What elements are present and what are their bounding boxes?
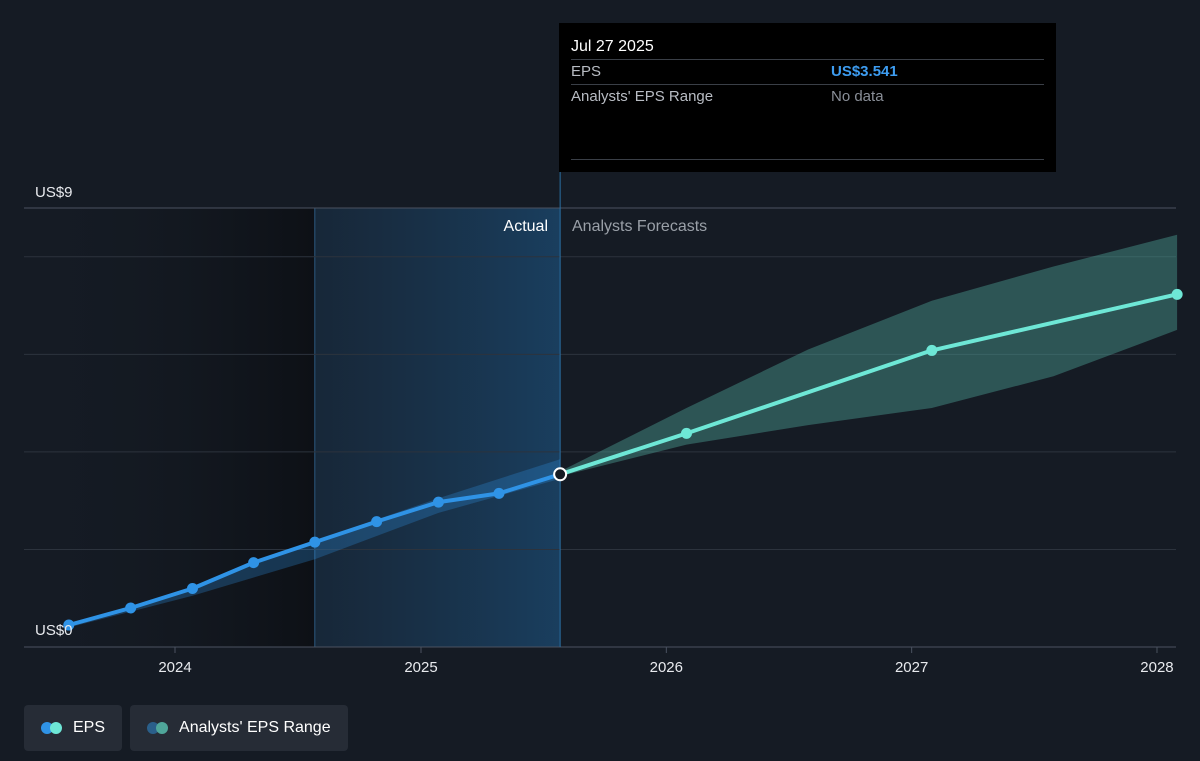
actual-eps-point (432, 496, 444, 508)
actual-eps-point (493, 487, 505, 499)
hover-tooltip: Jul 27 2025 EPS US$3.541 Analysts' EPS R… (559, 23, 1056, 172)
forecast-region-label: Analysts Forecasts (572, 218, 707, 235)
tooltip-date: Jul 27 2025 (571, 38, 654, 55)
forecast-eps-point (926, 344, 938, 356)
legend-label-eps-range: Analysts' EPS Range (179, 719, 331, 736)
eps-range-swatch-icon (147, 722, 169, 734)
actual-eps-point (186, 582, 198, 594)
legend: EPS Analysts' EPS Range (24, 705, 348, 751)
tooltip-range-value: No data (831, 88, 884, 105)
tooltip-row-range: Analysts' EPS Range No data (571, 84, 1044, 109)
eps-swatch-icon (41, 722, 63, 734)
actual-eps-point (63, 619, 75, 631)
forecast-eps-point (1171, 288, 1183, 300)
actual-eps-point (125, 602, 137, 614)
forecast-range-band (560, 234, 1178, 477)
x-tick-label: 2026 (650, 659, 683, 676)
actual-region-label: Actual (504, 218, 548, 235)
actual-eps-point (371, 516, 383, 528)
legend-item-eps[interactable]: EPS (24, 705, 123, 751)
y-axis-top-label: US$9 (35, 184, 73, 201)
tooltip-eps-label: EPS (571, 63, 602, 80)
x-tick-label: 2027 (895, 659, 928, 676)
tooltip-row-eps: EPS US$3.541 (571, 59, 1044, 84)
forecast-eps-line (558, 292, 1180, 477)
actual-eps-point (309, 536, 321, 548)
actual-eps-point (248, 557, 260, 569)
eps-chart: US$9 US$0 Actual Analysts Forecasts 2024… (24, 172, 1183, 676)
tooltip-eps-value: US$3.541 (831, 63, 898, 80)
forecast-eps-point (680, 427, 692, 439)
tooltip-range-label: Analysts' EPS Range (571, 88, 714, 105)
actual-shade (314, 208, 561, 647)
legend-item-eps-range[interactable]: Analysts' EPS Range (130, 705, 348, 751)
past-shade (24, 208, 315, 647)
legend-label-eps: EPS (73, 719, 106, 736)
highlight-point (553, 467, 568, 482)
y-axis-bottom-label: US$0 (35, 622, 73, 639)
x-tick-label: 2024 (158, 659, 191, 676)
tooltip-divider (571, 159, 1044, 160)
x-tick-label: 2028 (1140, 659, 1173, 676)
x-tick-label: 2025 (404, 659, 437, 676)
